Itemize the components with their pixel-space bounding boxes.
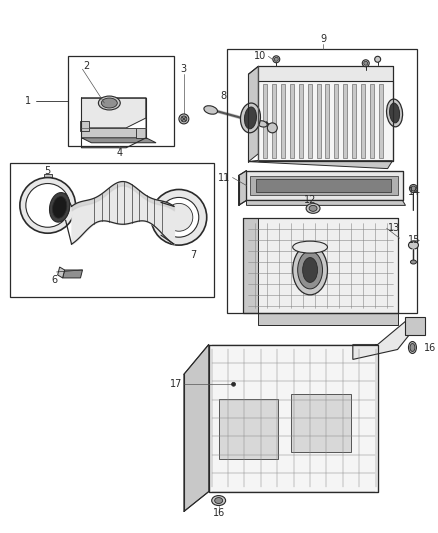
Polygon shape	[263, 84, 267, 158]
Polygon shape	[281, 84, 285, 158]
Ellipse shape	[101, 98, 117, 108]
Ellipse shape	[298, 251, 322, 289]
Polygon shape	[352, 84, 356, 158]
Polygon shape	[63, 270, 82, 278]
Text: 9: 9	[320, 35, 326, 44]
Bar	[67, 56, 174, 146]
Ellipse shape	[49, 192, 70, 222]
Circle shape	[165, 204, 193, 231]
Ellipse shape	[53, 197, 67, 218]
Polygon shape	[353, 320, 417, 359]
Polygon shape	[44, 174, 52, 180]
Polygon shape	[81, 98, 146, 128]
Ellipse shape	[204, 106, 218, 114]
Text: 12: 12	[304, 196, 316, 205]
Polygon shape	[219, 399, 278, 459]
Ellipse shape	[179, 114, 189, 124]
Polygon shape	[379, 84, 383, 158]
Polygon shape	[406, 317, 425, 335]
Ellipse shape	[389, 103, 399, 123]
Text: 7: 7	[191, 250, 197, 260]
Polygon shape	[184, 344, 209, 512]
Text: 16: 16	[212, 508, 225, 519]
Text: 8: 8	[221, 91, 227, 101]
Text: 17: 17	[170, 379, 182, 389]
Ellipse shape	[215, 498, 223, 504]
Ellipse shape	[293, 245, 328, 295]
Polygon shape	[258, 81, 392, 160]
Text: 4: 4	[116, 148, 122, 158]
Polygon shape	[136, 128, 146, 138]
Ellipse shape	[410, 184, 417, 192]
Circle shape	[159, 197, 199, 237]
Ellipse shape	[244, 107, 257, 129]
Ellipse shape	[273, 56, 280, 63]
Polygon shape	[370, 84, 374, 158]
Ellipse shape	[387, 99, 403, 127]
Polygon shape	[334, 84, 338, 158]
Polygon shape	[290, 84, 294, 158]
Ellipse shape	[99, 96, 120, 110]
Polygon shape	[239, 171, 247, 205]
Text: 2: 2	[84, 61, 90, 71]
Text: 15: 15	[408, 235, 420, 245]
Polygon shape	[258, 66, 392, 81]
Circle shape	[151, 189, 207, 245]
Ellipse shape	[181, 116, 187, 122]
Ellipse shape	[309, 205, 317, 212]
Polygon shape	[58, 267, 64, 278]
Polygon shape	[325, 84, 329, 158]
Text: 16: 16	[424, 343, 437, 352]
Polygon shape	[299, 84, 303, 158]
Bar	[10, 163, 214, 297]
Ellipse shape	[258, 121, 267, 127]
Polygon shape	[244, 219, 398, 313]
Polygon shape	[80, 121, 89, 131]
Text: 5: 5	[45, 166, 51, 175]
Text: 11: 11	[218, 173, 230, 182]
Ellipse shape	[293, 241, 328, 253]
Polygon shape	[258, 313, 398, 325]
Text: 10: 10	[254, 51, 266, 61]
Ellipse shape	[274, 57, 278, 61]
Polygon shape	[247, 200, 406, 205]
Polygon shape	[81, 128, 146, 138]
Polygon shape	[308, 84, 312, 158]
Ellipse shape	[364, 61, 368, 65]
Bar	[226, 50, 417, 313]
Polygon shape	[248, 66, 258, 161]
Text: 13: 13	[388, 223, 400, 233]
Polygon shape	[244, 219, 258, 313]
Ellipse shape	[232, 382, 236, 386]
Polygon shape	[251, 175, 398, 196]
Ellipse shape	[409, 241, 418, 249]
Polygon shape	[209, 344, 378, 491]
Polygon shape	[343, 84, 347, 158]
Text: 1: 1	[25, 96, 31, 106]
Polygon shape	[81, 138, 156, 143]
Ellipse shape	[306, 204, 320, 213]
Text: 3: 3	[181, 64, 187, 74]
Circle shape	[20, 177, 75, 233]
Ellipse shape	[303, 257, 318, 282]
Polygon shape	[361, 84, 365, 158]
Ellipse shape	[240, 103, 261, 133]
Polygon shape	[317, 84, 321, 158]
Polygon shape	[248, 160, 392, 168]
Ellipse shape	[410, 344, 415, 351]
Ellipse shape	[411, 186, 416, 191]
Circle shape	[26, 183, 70, 227]
Polygon shape	[291, 394, 351, 452]
Ellipse shape	[409, 342, 417, 353]
Polygon shape	[247, 171, 403, 200]
Circle shape	[267, 123, 277, 133]
Text: 6: 6	[52, 275, 58, 285]
Polygon shape	[256, 179, 391, 192]
Ellipse shape	[362, 60, 369, 67]
Text: 14: 14	[408, 188, 420, 197]
Ellipse shape	[410, 260, 417, 264]
Ellipse shape	[374, 56, 381, 62]
Polygon shape	[272, 84, 276, 158]
Ellipse shape	[212, 496, 226, 505]
